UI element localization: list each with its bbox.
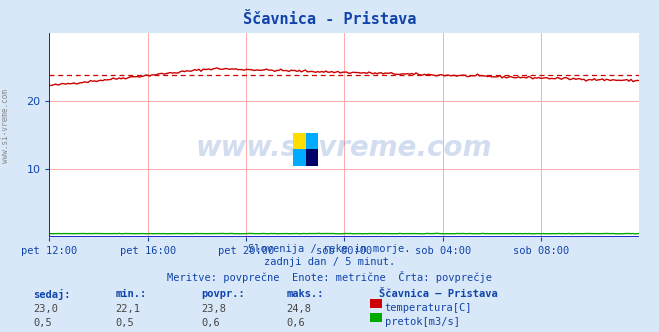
Bar bbox=[293, 133, 306, 149]
Text: pretok[m3/s]: pretok[m3/s] bbox=[385, 317, 460, 327]
Text: 24,8: 24,8 bbox=[287, 304, 312, 314]
Text: Meritve: povprečne  Enote: metrične  Črta: povprečje: Meritve: povprečne Enote: metrične Črta:… bbox=[167, 271, 492, 283]
Text: min.:: min.: bbox=[115, 289, 146, 299]
Text: povpr.:: povpr.: bbox=[201, 289, 244, 299]
Text: Ščavnica – Pristava: Ščavnica – Pristava bbox=[379, 289, 498, 299]
Text: www.si-vreme.com: www.si-vreme.com bbox=[196, 133, 492, 162]
Text: www.si-vreme.com: www.si-vreme.com bbox=[1, 89, 10, 163]
Text: sedaj:: sedaj: bbox=[33, 289, 71, 300]
Text: Ščavnica - Pristava: Ščavnica - Pristava bbox=[243, 12, 416, 27]
Bar bbox=[306, 149, 318, 166]
Text: 22,1: 22,1 bbox=[115, 304, 140, 314]
Text: 0,5: 0,5 bbox=[115, 318, 134, 328]
Text: maks.:: maks.: bbox=[287, 289, 324, 299]
Text: 23,0: 23,0 bbox=[33, 304, 58, 314]
Text: 0,6: 0,6 bbox=[287, 318, 305, 328]
Text: 0,6: 0,6 bbox=[201, 318, 219, 328]
Text: zadnji dan / 5 minut.: zadnji dan / 5 minut. bbox=[264, 257, 395, 267]
Text: 0,5: 0,5 bbox=[33, 318, 51, 328]
Text: Slovenija / reke in morje.: Slovenija / reke in morje. bbox=[248, 244, 411, 254]
Text: 23,8: 23,8 bbox=[201, 304, 226, 314]
Bar bbox=[306, 133, 318, 149]
Text: temperatura[C]: temperatura[C] bbox=[385, 303, 473, 313]
Bar bbox=[293, 149, 306, 166]
